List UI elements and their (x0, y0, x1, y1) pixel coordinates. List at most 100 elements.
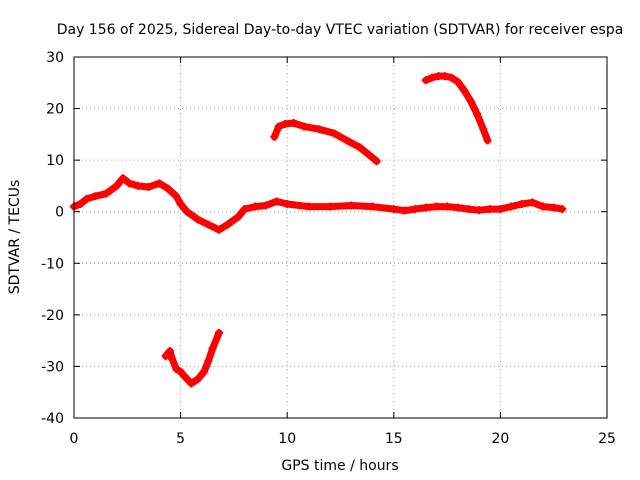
data-point (193, 215, 202, 224)
data-point (330, 129, 339, 138)
data-point (281, 120, 290, 129)
data-point (214, 225, 223, 234)
data-point (155, 179, 164, 188)
data-point (304, 202, 313, 211)
data-point (168, 354, 177, 363)
data-point (161, 352, 170, 361)
data-point (261, 201, 270, 210)
data-point (234, 212, 243, 221)
y-tick-label: -30 (41, 359, 64, 375)
data-point (125, 179, 134, 188)
series-line (270, 119, 381, 165)
x-tick-label: 25 (598, 431, 616, 447)
data-point (464, 205, 473, 214)
data-point (447, 73, 456, 82)
data-point (283, 199, 292, 208)
data-series (70, 72, 567, 388)
data-point (342, 136, 351, 145)
data-point (368, 153, 377, 162)
data-point (289, 119, 298, 128)
data-point (144, 182, 153, 191)
data-point (558, 205, 567, 214)
x-tick-label: 15 (385, 431, 403, 447)
data-point (421, 76, 430, 85)
data-point (204, 357, 213, 366)
data-point (270, 132, 279, 141)
y-tick-label: -10 (41, 256, 64, 272)
data-point (101, 189, 110, 198)
data-point (193, 375, 202, 384)
data-point (389, 205, 398, 214)
data-point (163, 184, 172, 193)
data-point (272, 197, 281, 206)
series-main-track (70, 174, 567, 234)
data-point (82, 194, 91, 203)
data-point (496, 205, 505, 214)
data-point (347, 201, 356, 210)
y-tick-label: 20 (46, 102, 64, 118)
y-tick-label: -40 (41, 411, 64, 427)
data-point (400, 206, 409, 215)
data-point (372, 157, 381, 166)
y-tick-label: 10 (46, 153, 64, 169)
data-point (479, 125, 488, 134)
data-point (421, 203, 430, 212)
data-point (76, 199, 85, 208)
data-point (549, 203, 558, 212)
data-point (440, 72, 449, 81)
series-high-arc (421, 72, 492, 145)
data-point (432, 202, 441, 211)
data-point (483, 136, 492, 145)
y-tick-label: -20 (41, 308, 64, 324)
data-point (172, 365, 181, 374)
x-tick-label: 20 (491, 431, 509, 447)
data-point (223, 220, 232, 229)
plot-frame (73, 56, 608, 419)
data-point (187, 379, 196, 388)
data-point (539, 202, 548, 211)
data-point (528, 198, 537, 207)
data-point (119, 174, 128, 183)
x-tick-label: 10 (278, 431, 296, 447)
data-point (172, 192, 181, 201)
data-point (485, 205, 494, 214)
data-point (176, 199, 185, 208)
series-mid-arc (270, 119, 381, 166)
data-point (200, 367, 209, 376)
data-point (453, 77, 462, 86)
data-point (472, 109, 481, 118)
data-point (428, 73, 437, 82)
data-point (517, 199, 526, 208)
data-point (411, 205, 420, 214)
grid (74, 57, 607, 418)
x-tick-label: 0 (70, 431, 79, 447)
series-line (70, 174, 566, 234)
axes: 0 5 10 15 20 25 -40 -30 -20 -10 0 10 20 30 (41, 50, 616, 447)
data-point (112, 181, 121, 190)
data-point (274, 122, 283, 131)
series-low-arc (161, 328, 223, 388)
data-point (453, 203, 462, 212)
data-point (475, 206, 484, 215)
data-point (325, 202, 334, 211)
chart-title: Day 156 of 2025, Sidereal Day-to-day VTE… (57, 22, 624, 38)
data-point (182, 207, 191, 216)
data-point (355, 143, 364, 152)
y-axis-label: SDTVAR / TECUs (7, 180, 23, 295)
data-point (443, 202, 452, 211)
data-point (176, 367, 185, 376)
data-point (507, 202, 516, 211)
data-point (460, 86, 469, 95)
data-point (251, 202, 260, 211)
data-point (91, 192, 100, 201)
data-point (300, 122, 309, 131)
data-point (466, 96, 475, 105)
data-point (133, 181, 142, 190)
x-axis-label: GPS time / hours (281, 458, 398, 474)
data-point (204, 220, 213, 229)
data-point (214, 328, 223, 337)
data-point (208, 344, 217, 353)
data-point (180, 372, 189, 381)
data-point (315, 125, 324, 134)
